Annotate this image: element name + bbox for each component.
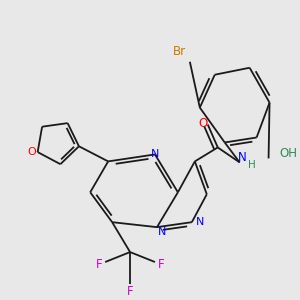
Text: Br: Br [173,45,187,58]
Text: N: N [158,227,166,237]
Text: F: F [127,285,134,298]
Text: N: N [196,217,204,227]
Text: F: F [158,257,164,271]
Text: H: H [248,160,256,170]
Text: OH: OH [280,147,298,160]
Text: N: N [151,149,159,159]
Text: O: O [27,147,36,157]
Text: O: O [198,117,207,130]
Text: N: N [238,151,247,164]
Text: F: F [96,257,103,271]
